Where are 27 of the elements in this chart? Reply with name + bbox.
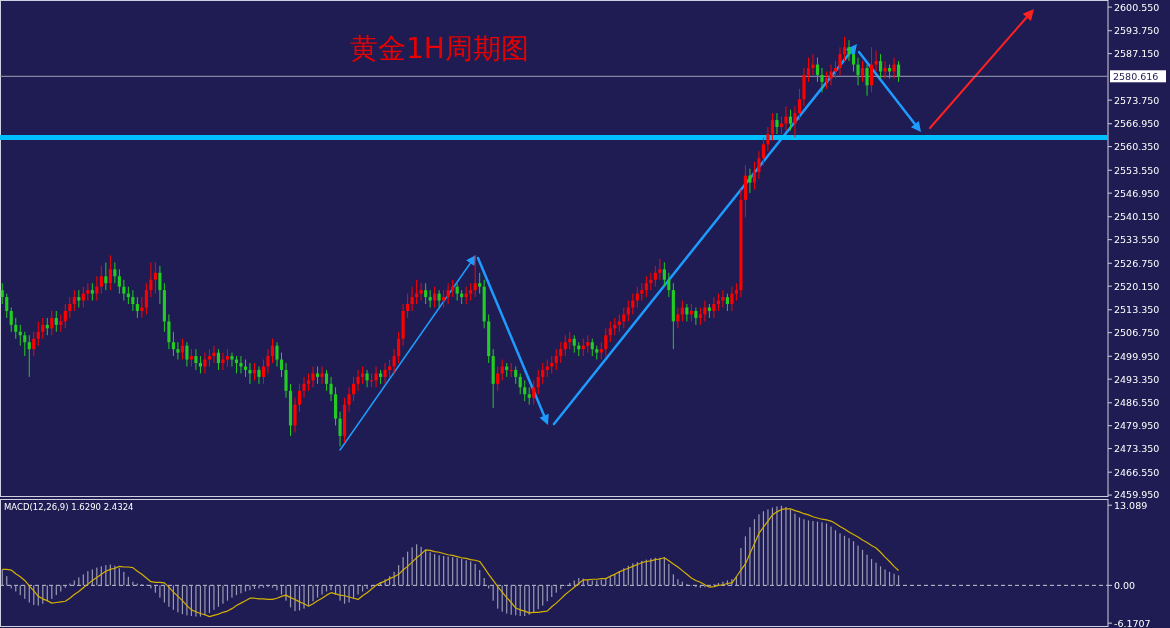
y-tick-label: 2486.550 bbox=[1114, 397, 1160, 409]
y-tick-label: 2466.550 bbox=[1114, 466, 1160, 478]
y-tick-label: 2526.750 bbox=[1114, 257, 1160, 269]
y-tick-label: 2479.950 bbox=[1114, 420, 1160, 432]
y-tick-label: 2593.750 bbox=[1114, 25, 1160, 37]
y-tick-label: 2499.950 bbox=[1114, 350, 1160, 362]
y-tick-label: 2553.550 bbox=[1114, 164, 1160, 176]
y-tick-label: 2546.950 bbox=[1114, 187, 1160, 199]
chart-title: MACD(12,26,9) 1.6290 2.4324 bbox=[4, 502, 134, 512]
y-tick-label: -6.1707 bbox=[1114, 617, 1151, 628]
y-tick-label: 2473.350 bbox=[1114, 442, 1160, 454]
y-tick-label: 0.00 bbox=[1114, 579, 1136, 591]
y-tick-label: 2459.950 bbox=[1114, 489, 1160, 501]
ref-line-label: 2580.616 bbox=[1113, 71, 1159, 83]
y-tick-label: 2540.150 bbox=[1114, 211, 1160, 223]
y-tick-label: 2560.350 bbox=[1114, 141, 1160, 153]
y-tick-label: 2600.550 bbox=[1114, 1, 1160, 13]
y-tick-label: 2513.350 bbox=[1114, 304, 1160, 316]
y-tick-label: 2587.150 bbox=[1114, 48, 1160, 60]
y-tick-label: 2533.550 bbox=[1114, 234, 1160, 246]
y-tick-label: 2506.750 bbox=[1114, 327, 1160, 339]
y-tick-label: 2566.950 bbox=[1114, 118, 1160, 130]
y-tick-label: 2493.350 bbox=[1114, 373, 1160, 385]
y-tick-label: 2573.750 bbox=[1114, 94, 1160, 106]
y-tick-label: 2520.150 bbox=[1114, 280, 1160, 292]
text: 黄金1H周期图 bbox=[350, 32, 529, 65]
y-tick-label: 13.089 bbox=[1114, 499, 1148, 511]
